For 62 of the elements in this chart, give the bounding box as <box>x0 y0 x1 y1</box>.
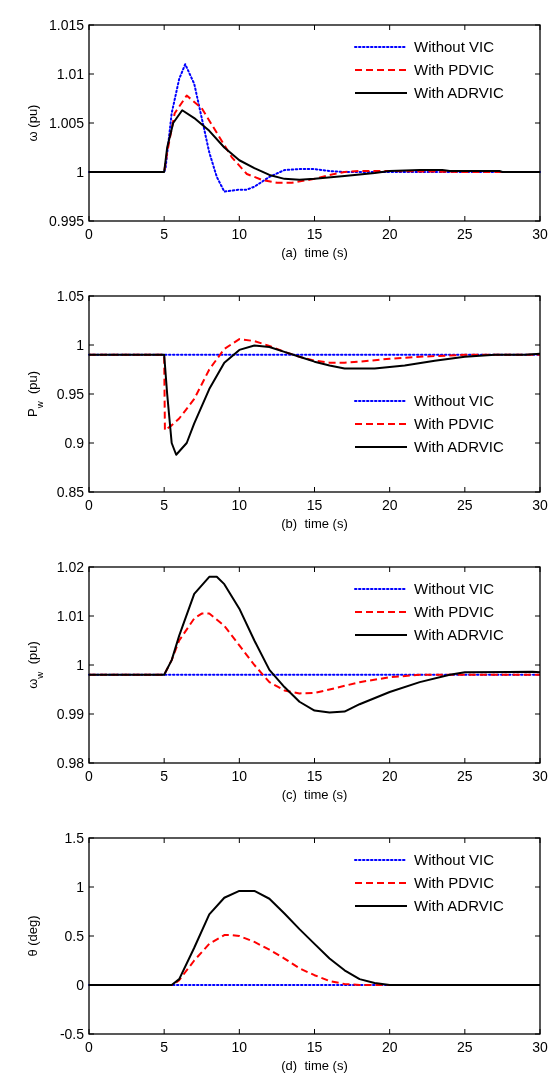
x-tick-label: 30 <box>532 226 548 242</box>
legend-label: With PDVIC <box>414 415 495 432</box>
y-tick-label: 1.05 <box>56 288 85 304</box>
x-tick-label: 10 <box>231 768 248 784</box>
x-tick-label: 15 <box>306 497 323 513</box>
x-tick-label: 5 <box>160 497 169 513</box>
x-tick-label: 5 <box>160 1039 169 1055</box>
y-tick-label: 0.99 <box>56 706 85 722</box>
legend-label: Without VIC <box>414 392 495 409</box>
y-tick-label: 1 <box>76 657 85 673</box>
legend-label: Without VIC <box>414 580 495 597</box>
y-tick-label: 1 <box>76 879 85 895</box>
legend-label: With PDVIC <box>414 603 495 620</box>
y-tick-label: 1.5 <box>64 830 85 846</box>
x-tick-label: 5 <box>160 768 169 784</box>
x-tick-label: 20 <box>381 226 398 242</box>
y-tick-label: 0 <box>76 977 85 993</box>
legend-label: Without VIC <box>414 851 495 868</box>
y-tick-label: 1 <box>76 164 85 180</box>
x-axis-title: (b) time (s) <box>281 516 348 531</box>
y-tick-label: 1.015 <box>48 17 85 33</box>
legend-label: With ADRVIC <box>414 897 504 914</box>
legend-label: With ADRVIC <box>414 438 504 455</box>
x-tick-label: 15 <box>306 768 323 784</box>
y-tick-label: 0.95 <box>56 386 85 402</box>
x-tick-label: 10 <box>231 497 248 513</box>
x-tick-label: 25 <box>457 497 473 513</box>
y-tick-label: 1.01 <box>56 608 85 624</box>
y-tick-label: 0.5 <box>64 928 85 944</box>
y-axis-title: ω (pu) <box>25 104 40 142</box>
x-axis-title: (c) time (s) <box>281 787 348 802</box>
legend-label: With ADRVIC <box>414 626 504 643</box>
x-tick-label: 15 <box>306 226 323 242</box>
y-tick-label: -0.5 <box>59 1026 85 1042</box>
legend-label: Without VIC <box>414 38 495 55</box>
x-tick-label: 30 <box>532 497 548 513</box>
x-tick-label: 10 <box>231 226 248 242</box>
y-tick-label: 0.9 <box>64 435 85 451</box>
y-tick-label: 1.01 <box>56 66 85 82</box>
y-tick-label: 1 <box>76 337 85 353</box>
x-tick-label: 30 <box>532 1039 548 1055</box>
x-tick-label: 25 <box>457 1039 473 1055</box>
legend-label: With PDVIC <box>414 874 495 891</box>
x-tick-label: 15 <box>306 1039 323 1055</box>
legend-label: With PDVIC <box>414 61 495 78</box>
x-tick-label: 5 <box>160 226 169 242</box>
x-axis-title: (a) time (s) <box>281 245 348 260</box>
x-tick-label: 25 <box>457 768 473 784</box>
y-tick-label: 0.995 <box>48 213 85 229</box>
x-axis-title: (d) time (s) <box>281 1058 348 1073</box>
y-tick-label: 0.85 <box>56 484 85 500</box>
y-tick-label: 1.005 <box>48 115 85 131</box>
legend-label: With ADRVIC <box>414 84 504 101</box>
y-tick-label: 0.98 <box>56 755 85 771</box>
x-tick-label: 20 <box>381 768 398 784</box>
y-axis-title: θ (deg) <box>25 915 40 957</box>
x-tick-label: 25 <box>457 226 473 242</box>
x-tick-label: 10 <box>231 1039 248 1055</box>
x-tick-label: 20 <box>381 497 398 513</box>
x-tick-label: 20 <box>381 1039 398 1055</box>
y-tick-label: 1.02 <box>56 559 85 575</box>
x-tick-label: 30 <box>532 768 548 784</box>
